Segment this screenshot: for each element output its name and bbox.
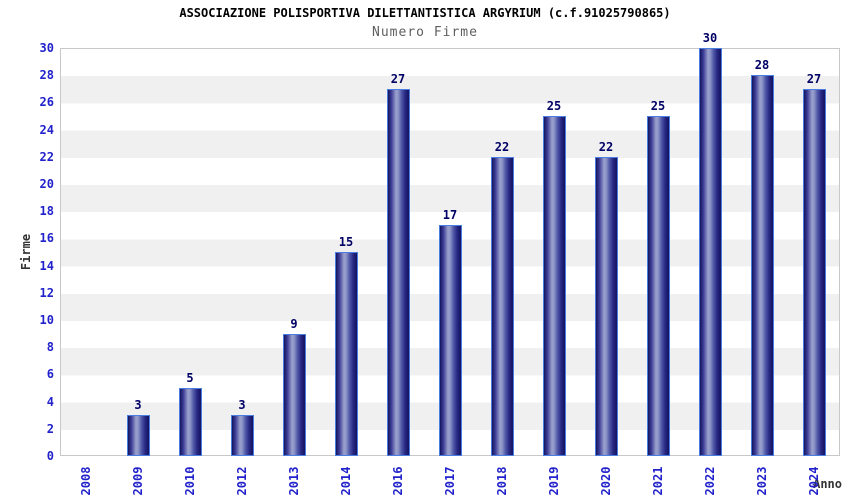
chart-title: ASSOCIAZIONE POLISPORTIVA DILETTANTISTIC… (179, 6, 671, 20)
x-tick-label: 2018 (495, 466, 509, 496)
bar-2018 (491, 157, 514, 456)
bar-2013 (283, 334, 306, 456)
y-tick-label: 4 (46, 394, 54, 409)
bar-2020 (595, 157, 618, 456)
y-tick-label: 0 (46, 449, 54, 463)
y-tick-label: 14 (39, 258, 54, 273)
bar-2017 (439, 225, 462, 456)
x-tick-label: 2023 (755, 466, 769, 496)
x-tick-label: 2017 (443, 466, 457, 496)
x-tick-label: 2014 (339, 466, 353, 496)
y-tick-label: 10 (39, 313, 54, 327)
y-tick-label: 12 (39, 285, 54, 300)
x-tick-label: 2024 (807, 466, 821, 496)
bar-2023 (751, 75, 774, 456)
x-tick-label: 2013 (287, 466, 301, 496)
bar-value-label: 30 (702, 31, 718, 45)
x-tick-label: 2019 (547, 466, 561, 496)
bar-2016 (387, 89, 410, 456)
bar-value-label: 17 (442, 208, 458, 222)
bar-2009 (127, 415, 150, 456)
bar-value-label: 25 (650, 99, 666, 113)
chart-subtitle: Numero Firme (372, 25, 478, 40)
x-tick-label: 2020 (599, 466, 613, 496)
bar-2010 (179, 388, 202, 456)
x-tick-label: 2010 (183, 466, 197, 496)
y-tick-label: 20 (39, 177, 54, 191)
bar-value-label: 5 (186, 371, 194, 385)
bar-value-label: 22 (598, 140, 614, 154)
y-tick-label: 2 (46, 421, 54, 436)
bar-value-label: 25 (546, 99, 562, 113)
x-tick-label: 2022 (703, 466, 717, 496)
bar-2022 (699, 48, 722, 456)
bar-value-label: 3 (238, 398, 246, 412)
x-tick-label: 2016 (391, 466, 405, 496)
bar-2012 (231, 415, 254, 456)
y-tick-label: 22 (39, 149, 54, 164)
bar-2024 (803, 89, 826, 456)
x-tick-label: 2012 (235, 466, 249, 496)
bar-2021 (647, 116, 670, 456)
x-tick-label: 2008 (79, 466, 93, 496)
bar-2014 (335, 252, 358, 456)
y-tick-label: 16 (39, 231, 54, 246)
y-tick-label: 24 (39, 122, 54, 137)
y-tick-label: 18 (39, 204, 54, 219)
bar-value-label: 22 (494, 140, 510, 154)
bar-value-label: 28 (754, 58, 770, 72)
x-tick-label: 2009 (131, 466, 145, 496)
y-tick-label: 8 (46, 340, 54, 355)
bar-2019 (543, 116, 566, 456)
bar-value-label: 3 (134, 398, 142, 412)
x-axis-title: Anno (813, 477, 842, 491)
y-tick-label: 30 (39, 41, 54, 55)
x-tick-label: 2021 (651, 466, 665, 496)
bar-value-label: 27 (390, 72, 406, 86)
y-tick-label: 6 (46, 367, 54, 382)
bar-value-label: 15 (338, 235, 354, 249)
bar-value-label: 9 (290, 317, 298, 331)
bar-value-label: 27 (806, 72, 822, 86)
y-tick-label: 28 (39, 68, 54, 83)
y-tick-label: 26 (39, 95, 54, 110)
